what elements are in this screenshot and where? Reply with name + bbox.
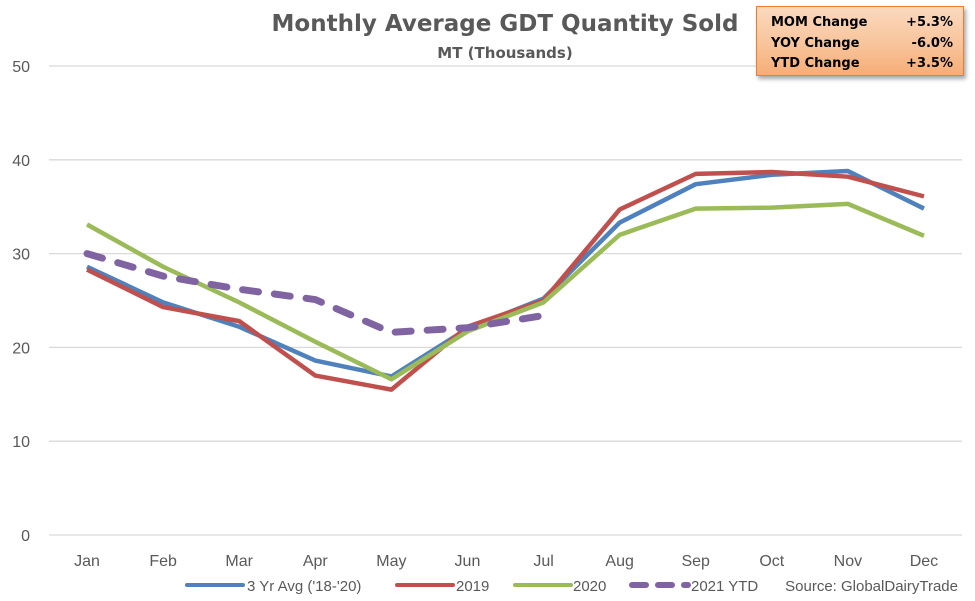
gridlines: [49, 65, 962, 536]
y-tick-label: 20: [12, 340, 30, 357]
stats-label: YTD Change: [771, 56, 860, 71]
y-tick-label: 40: [12, 153, 30, 170]
x-tick-label: Jan: [74, 553, 100, 570]
series-lines: [83, 168, 925, 392]
source-note: Source: GlobalDairyTrade: [785, 578, 958, 595]
x-tick-label: Mar: [225, 553, 253, 570]
legend-label: 2019: [456, 578, 489, 595]
y-tick-label: 10: [12, 434, 30, 451]
y-tick-label: 50: [12, 59, 30, 76]
legend-label: 3 Yr Avg ('18-'20): [247, 578, 361, 595]
series-line-2021-ytd: [83, 250, 548, 336]
stats-row-mom: MOM Change +5.3%: [771, 13, 953, 34]
y-axis-ticks: 0 10 20 30 40 50: [12, 59, 30, 545]
change-stats-box: MOM Change +5.3% YOY Change -6.0% YTD Ch…: [756, 6, 964, 76]
legend-label: 2020: [573, 578, 606, 595]
x-tick-label: May: [376, 553, 406, 570]
stats-value: -6.0%: [911, 35, 953, 51]
stats-value: +5.3%: [906, 15, 953, 30]
chart-title: Monthly Average GDT Quantity Sold: [272, 11, 739, 37]
y-tick-label: 30: [12, 247, 30, 264]
y-tick-label: 0: [21, 528, 30, 545]
series-line-2020: [85, 201, 925, 382]
x-axis-ticks: Jan Feb Mar Apr May Jun Jul Aug Sep Oct Nov Dec: [74, 553, 938, 570]
x-tick-label: Jun: [455, 553, 481, 570]
x-tick-label: Oct: [759, 553, 784, 570]
x-tick-label: Aug: [605, 553, 633, 570]
series-line-2019: [86, 169, 925, 392]
x-tick-label: Sep: [681, 553, 710, 570]
stats-row-ytd: YTD Change +3.5%: [771, 54, 953, 75]
x-tick-label: Jul: [533, 553, 553, 570]
x-tick-label: Apr: [303, 553, 329, 570]
x-tick-label: Dec: [910, 553, 938, 570]
x-tick-label: Nov: [834, 553, 862, 570]
stats-value: +3.5%: [906, 56, 953, 71]
legend-label: 2021 YTD: [691, 578, 758, 595]
chart-subtitle: MT (Thousands): [437, 44, 572, 62]
stats-label: YOY Change: [771, 35, 860, 51]
series-line-3-yr-avg-18-20: [86, 168, 925, 379]
stats-row-yoy: YOY Change -6.0%: [771, 34, 953, 55]
legend: 3 Yr Avg ('18-'20) 2019 2020 2021 YTD: [185, 578, 758, 595]
stats-label: MOM Change: [771, 15, 868, 30]
x-tick-label: Feb: [149, 553, 177, 570]
